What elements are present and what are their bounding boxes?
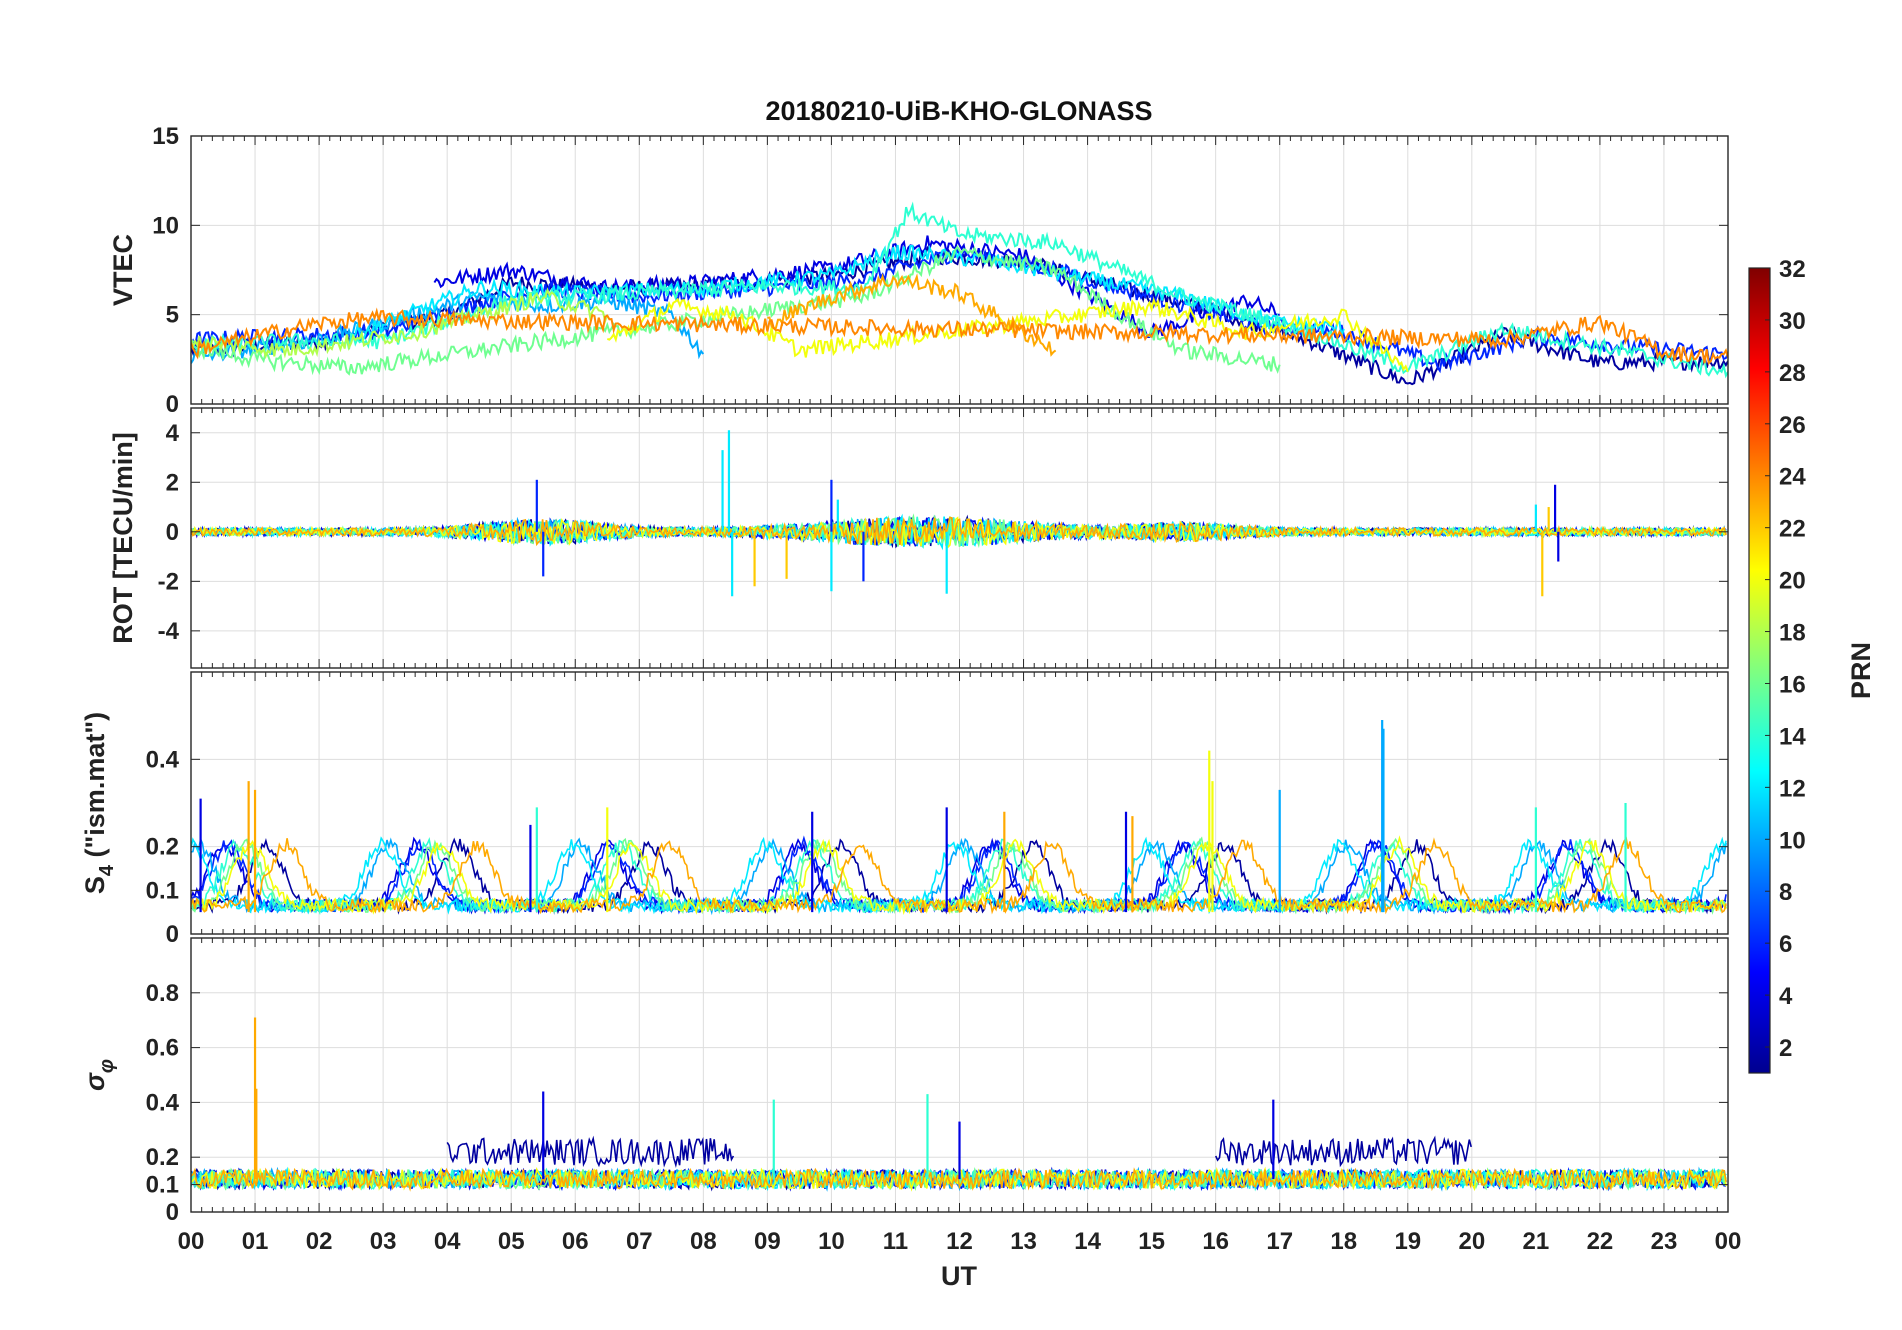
- x-tick-label: 23: [1651, 1228, 1678, 1255]
- panel-rot-data: [191, 430, 1727, 597]
- x-tick-label: 09: [754, 1228, 781, 1255]
- y-tick-label: 0: [166, 1199, 179, 1226]
- panel-s4-data: [191, 720, 1727, 916]
- x-tick-label: 00: [178, 1228, 205, 1255]
- y-tick-label: 0.4: [146, 1089, 180, 1116]
- panel-sigma_phi-data: [191, 1017, 1727, 1192]
- panel-vtec-data: [191, 201, 1728, 386]
- x-tick-label: 04: [434, 1228, 461, 1255]
- x-tick-label: 19: [1394, 1228, 1421, 1255]
- colorbar-tick-label: 6: [1779, 931, 1792, 958]
- panel-sigma_phi: 00.10.2 0.4 0.6 0.8 σφ 00 01 02 03 04 05 06 07 08 09 10…: [80, 937, 1742, 1255]
- x-tick-label: 06: [562, 1228, 589, 1255]
- x-tick-label: 05: [498, 1228, 525, 1255]
- sigma_phi-band-prn-2: [1214, 1135, 1472, 1168]
- sigma_phi-series-prn-23: [191, 1167, 1727, 1192]
- y-tick-label: 0.2: [146, 834, 179, 861]
- x-tick-label: 11: [883, 1228, 908, 1255]
- x-tick-label: 16: [1202, 1228, 1229, 1255]
- colorbar-tick-label: 8: [1779, 879, 1792, 906]
- colorbar-gradient: [1748, 267, 1771, 1074]
- x-tick-label: 15: [1138, 1228, 1165, 1255]
- colorbar-tick-label: 28: [1779, 360, 1806, 387]
- y-tick-label: 2: [166, 469, 179, 496]
- rot-series-prn-23: [191, 516, 1727, 547]
- x-axis-title: UT: [941, 1261, 977, 1291]
- vtec-series-prn-14: [191, 201, 1728, 379]
- x-tick-label: 08: [690, 1228, 717, 1255]
- x-tick-label: 07: [626, 1228, 653, 1255]
- x-tick-label: 14: [1074, 1228, 1101, 1255]
- panel-s4-ticks: [190, 672, 1729, 935]
- colorbar-tick-label: 2: [1779, 1035, 1792, 1062]
- y-tick-label: -4: [158, 618, 180, 645]
- panel-rot-ylabel: ROT [TECU/min]: [108, 432, 138, 643]
- vtec-series-prn-23: [767, 273, 1057, 357]
- vtec-series-prn-16: [191, 245, 1281, 376]
- x-tick-label: 18: [1330, 1228, 1357, 1255]
- y-tick-label: 0.2: [146, 1144, 179, 1171]
- vtec-series-prn-18: [191, 287, 609, 360]
- colorbar-tick-label: 26: [1779, 412, 1806, 439]
- colorbar-tick-label: 32: [1779, 256, 1806, 283]
- x-tick-label: 17: [1266, 1228, 1293, 1255]
- panel-sigma_phi-ticks: [190, 938, 1729, 1213]
- panel-sigma_phi-ylabel: σφ: [80, 1059, 118, 1091]
- x-tick-label: 22: [1587, 1228, 1614, 1255]
- y-tick-label: 0: [166, 391, 179, 418]
- chart-title: 20180210-UiB-KHO-GLONASS: [765, 96, 1152, 126]
- x-tick-label: 20: [1458, 1228, 1485, 1255]
- y-tick-label: 4: [166, 420, 180, 447]
- y-tick-label: 0.1: [146, 1172, 179, 1199]
- y-tick-label: 0.4: [146, 746, 180, 773]
- y-tick-label: 15: [152, 123, 179, 150]
- x-tick-label: 02: [306, 1228, 333, 1255]
- x-tick-label: 00: [1715, 1228, 1742, 1255]
- x-tick-label: 01: [242, 1228, 269, 1255]
- sigma_phi-band-prn-2: [446, 1135, 735, 1169]
- panel-s4: 0 0.1 0.2 0.4 S4 ("ism.mat"): [80, 671, 1729, 948]
- y-tick-label: 0.6: [146, 1035, 179, 1062]
- colorbar-tick-label: 24: [1779, 464, 1806, 491]
- y-tick-label: 0: [166, 921, 179, 948]
- colorbar-tick-label: 14: [1779, 723, 1806, 750]
- colorbar-label: PRN: [1846, 642, 1876, 699]
- vtec-series-prn-12: [350, 244, 1345, 342]
- x-tick-label: 03: [370, 1228, 397, 1255]
- colorbar-tick-label: 20: [1779, 568, 1806, 595]
- panel-vtec: 0 5 10 15 VTEC: [108, 123, 1729, 418]
- y-tick-label: 0.1: [146, 877, 179, 904]
- x-tick-label: 13: [1010, 1228, 1037, 1255]
- y-tick-label: 10: [152, 212, 179, 239]
- colorbar-tick-label: 10: [1779, 827, 1806, 854]
- panel-vtec-ticks: [190, 135, 1729, 405]
- panel-s4-ylabel: S4 ("ism.mat"): [80, 712, 118, 894]
- colorbar-tick-label: 30: [1779, 308, 1806, 335]
- y-tick-label: 0.8: [146, 980, 179, 1007]
- vtec-series-prn-24: [191, 307, 1728, 366]
- y-tick-label: 5: [166, 302, 179, 329]
- x-tick-label: 12: [946, 1228, 973, 1255]
- panel-rot-ticks: [190, 408, 1729, 668]
- s4-series-prn-23: [191, 836, 1727, 915]
- y-tick-label: -2: [158, 568, 179, 595]
- x-tick-label: 10: [818, 1228, 845, 1255]
- colorbar-tick-label: 18: [1779, 620, 1806, 647]
- y-tick-label: 0: [166, 519, 179, 546]
- colorbar-tick-label: 22: [1779, 516, 1806, 543]
- panel-rot: -4 -2 0 2 4 ROT [TECU/min]: [108, 407, 1729, 669]
- colorbar-tick-label: 12: [1779, 775, 1806, 802]
- colorbar-tick-label: 4: [1779, 983, 1793, 1010]
- colorbar-tick-label: 16: [1779, 671, 1806, 698]
- panel-vtec-ylabel: VTEC: [108, 234, 138, 306]
- x-tick-label: 21: [1523, 1228, 1550, 1255]
